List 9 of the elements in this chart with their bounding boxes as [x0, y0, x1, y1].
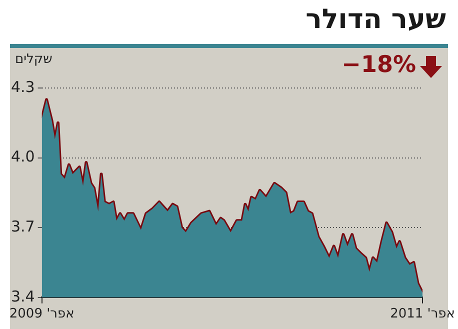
- chart-title: שער הדולר: [306, 4, 446, 35]
- x-tick-label: אפר' 2011: [390, 306, 456, 322]
- y-tick-label: 3.7: [10, 217, 35, 236]
- y-tick-label: 4.0: [10, 148, 35, 166]
- y-tick-label: 3.4: [10, 287, 35, 306]
- y-axis-title: שקלים: [15, 52, 52, 67]
- x-tick-label: אפר' 2009: [9, 306, 74, 322]
- y-tick-label: 4.3: [10, 78, 35, 96]
- text: −18%: [342, 52, 416, 78]
